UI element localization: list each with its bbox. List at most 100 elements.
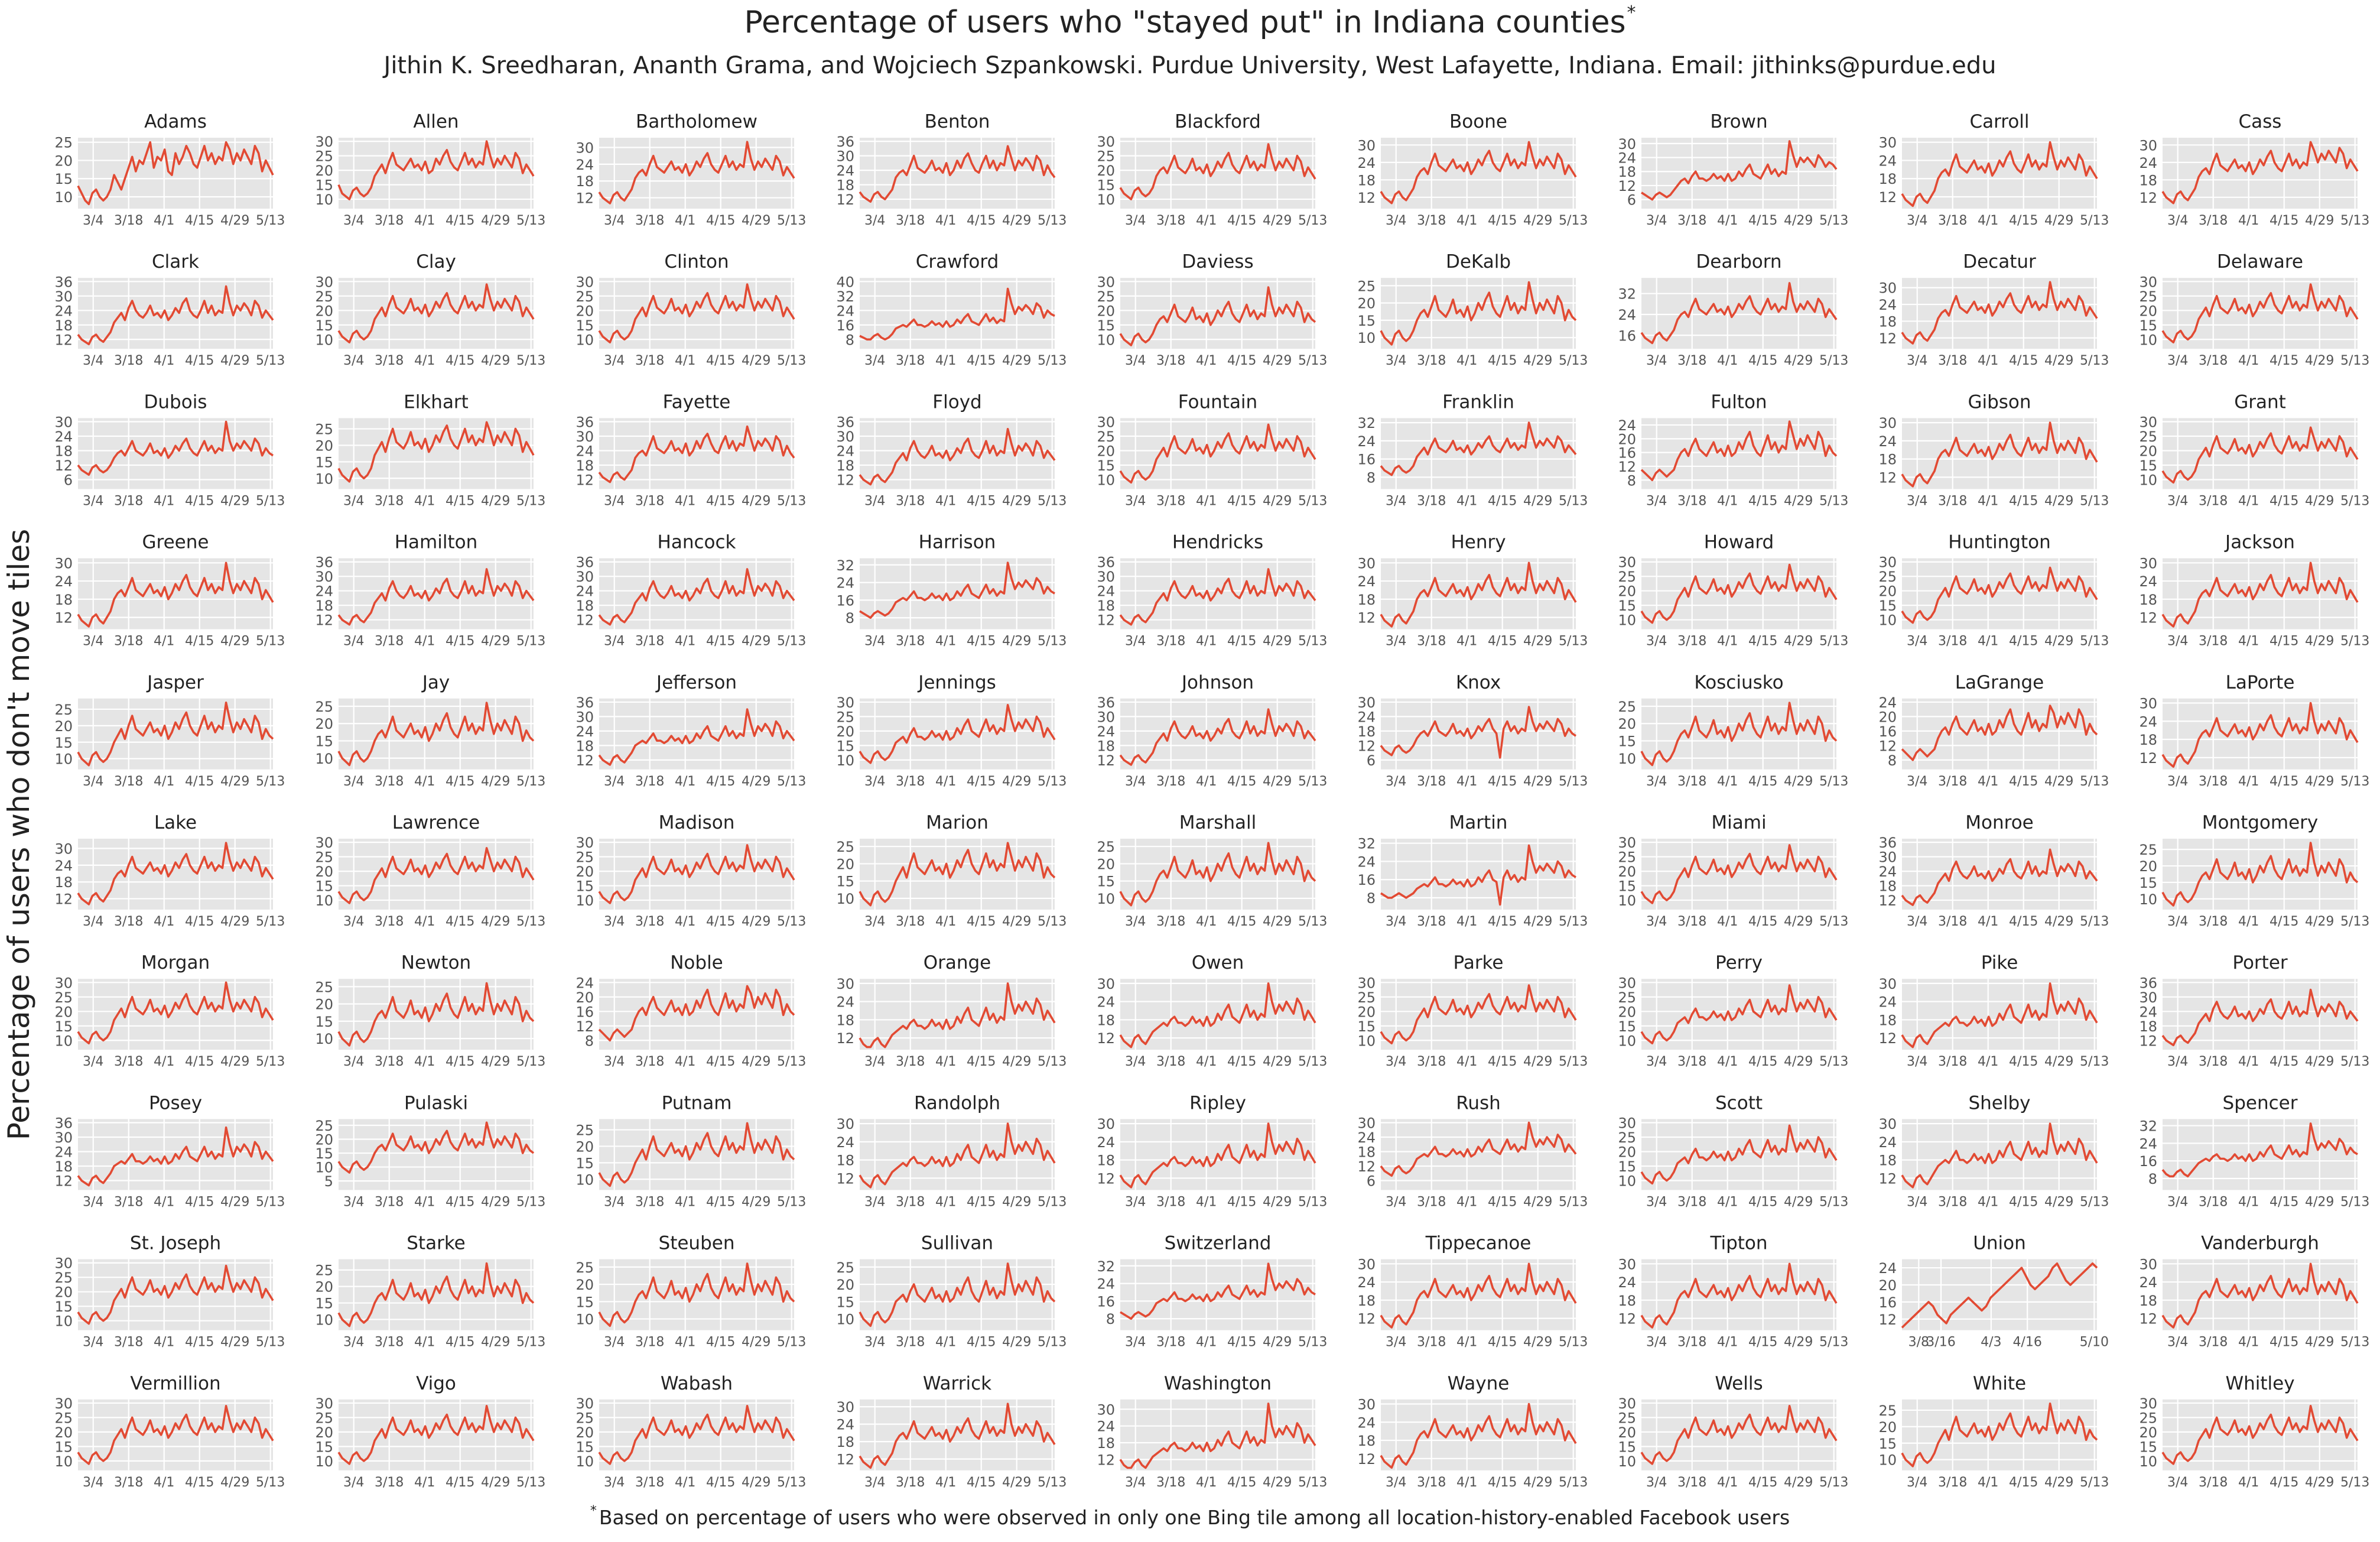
x-tick-label: 5/13 <box>1819 353 1848 368</box>
y-tick-label: 6 <box>1367 752 1376 769</box>
x-tick-label: 3/4 <box>864 353 885 368</box>
x-tick-label: 3/4 <box>1125 634 1146 649</box>
x-tick-label: 4/1 <box>2238 1054 2259 1069</box>
y-tick-label: 30 <box>1357 1115 1376 1132</box>
panel-title: Boone <box>1449 111 1507 132</box>
y-tick-label: 25 <box>54 1410 73 1426</box>
x-tick-label: 4/29 <box>1263 634 1292 649</box>
x-tick-label: 3/4 <box>2167 1194 2188 1209</box>
x-tick-label: 4/29 <box>2044 1054 2073 1069</box>
x-tick-label: 4/1 <box>1978 1054 1998 1069</box>
x-tick-label: 4/15 <box>967 634 996 649</box>
y-tick-label: 24 <box>2139 713 2157 730</box>
panel-title: Crawford <box>916 251 999 272</box>
x-tick-label: 4/29 <box>1784 774 1813 789</box>
x-tick-label: 4/29 <box>742 634 770 649</box>
x-tick-label: 5/13 <box>1819 1054 1848 1069</box>
x-tick-label: 5/13 <box>516 774 545 789</box>
x-tick-label: 3/18 <box>635 914 664 929</box>
series-line <box>1901 848 2098 906</box>
x-tick-label: 4/1 <box>414 213 435 228</box>
y-tick-label: 10 <box>1618 1033 1636 1049</box>
x-tick-label: 3/18 <box>1417 1475 1446 1490</box>
x-tick-label: 4/1 <box>154 1194 174 1209</box>
panel-background <box>2163 278 2358 349</box>
x-tick-label: 3/18 <box>635 1475 664 1490</box>
x-tick-label: 4/1 <box>154 1335 174 1350</box>
x-tick-label: 3/18 <box>375 1054 404 1069</box>
panel-background <box>339 1259 534 1330</box>
y-tick-label: 18 <box>836 1012 854 1028</box>
y-tick-label: 10 <box>315 191 333 208</box>
x-tick-label: 3/4 <box>604 213 625 228</box>
panel-title: Tipton <box>1709 1233 1767 1254</box>
x-tick-label: 3/4 <box>83 914 103 929</box>
y-tick-label: 12 <box>1097 1452 1115 1468</box>
x-tick-label: 4/15 <box>1488 774 1517 789</box>
y-tick-label: 24 <box>1878 152 1897 169</box>
y-tick-label: 30 <box>1878 849 1897 866</box>
y-tick-label: 25 <box>576 849 594 866</box>
footnote-marker: * <box>590 1504 597 1518</box>
panel-background <box>1641 979 1836 1050</box>
y-tick-label: 30 <box>315 569 333 585</box>
x-tick-label: 4/29 <box>481 634 510 649</box>
x-tick-label: 5/13 <box>2340 1194 2369 1209</box>
y-tick-label: 15 <box>54 735 73 751</box>
y-tick-label: 10 <box>1618 751 1636 767</box>
y-tick-label: 10 <box>315 892 333 909</box>
panel-background <box>1641 1399 1836 1470</box>
panel-background <box>78 1259 273 1330</box>
y-tick-label: 12 <box>54 891 73 908</box>
x-tick-label: 4/1 <box>1196 1194 1217 1209</box>
series-line <box>2161 702 2359 768</box>
x-tick-label: 5/13 <box>1819 213 1848 228</box>
x-tick-label: 4/15 <box>446 1054 474 1069</box>
y-tick-label: 12 <box>1357 190 1376 206</box>
x-tick-label: 5/13 <box>1298 914 1327 929</box>
y-tick-label: 12 <box>2139 610 2157 626</box>
x-tick-label: 4/1 <box>935 494 956 508</box>
panel-background <box>860 278 1055 349</box>
panel-title: Marshall <box>1179 812 1257 833</box>
series-line <box>1380 281 1577 346</box>
series-line <box>598 1122 795 1187</box>
panel-title: Noble <box>670 952 723 973</box>
y-tick-label: 18 <box>576 173 594 190</box>
series-line <box>2161 283 2359 343</box>
x-tick-label: 3/4 <box>1125 914 1146 929</box>
y-tick-label: 20 <box>1878 1277 1897 1294</box>
y-tick-label: 25 <box>315 1262 333 1279</box>
panel-title: Greene <box>142 532 209 553</box>
x-tick-label: 5/13 <box>256 494 285 508</box>
x-tick-label: 3/4 <box>1907 634 1927 649</box>
y-tick-label: 10 <box>54 189 73 206</box>
x-tick-label: 4/1 <box>1978 353 1998 368</box>
x-tick-label: 5/13 <box>2080 213 2109 228</box>
x-tick-label: 4/1 <box>414 774 435 789</box>
y-tick-label: 30 <box>2139 1395 2157 1412</box>
x-tick-label: 3/4 <box>83 213 103 228</box>
series-line <box>1119 1403 1316 1469</box>
x-tick-label: 3/4 <box>343 1194 364 1209</box>
y-tick-label: 20 <box>1618 583 1636 600</box>
y-tick-label: 18 <box>1357 723 1376 740</box>
panel-title: Johnson <box>1181 672 1254 693</box>
x-tick-label: 4/29 <box>1002 1475 1031 1490</box>
x-tick-label: 4/15 <box>185 353 214 368</box>
x-tick-label: 3/4 <box>1125 1054 1146 1069</box>
x-tick-label: 4/29 <box>2305 914 2334 929</box>
x-tick-label: 3/18 <box>1156 1335 1185 1350</box>
y-tick-label: 10 <box>54 1033 73 1049</box>
panel-background <box>599 839 794 910</box>
y-tick-label: 24 <box>1618 1274 1636 1291</box>
x-tick-label: 4/15 <box>1227 1335 1256 1350</box>
x-tick-label: 5/13 <box>2340 353 2369 368</box>
y-tick-label: 18 <box>54 592 73 608</box>
